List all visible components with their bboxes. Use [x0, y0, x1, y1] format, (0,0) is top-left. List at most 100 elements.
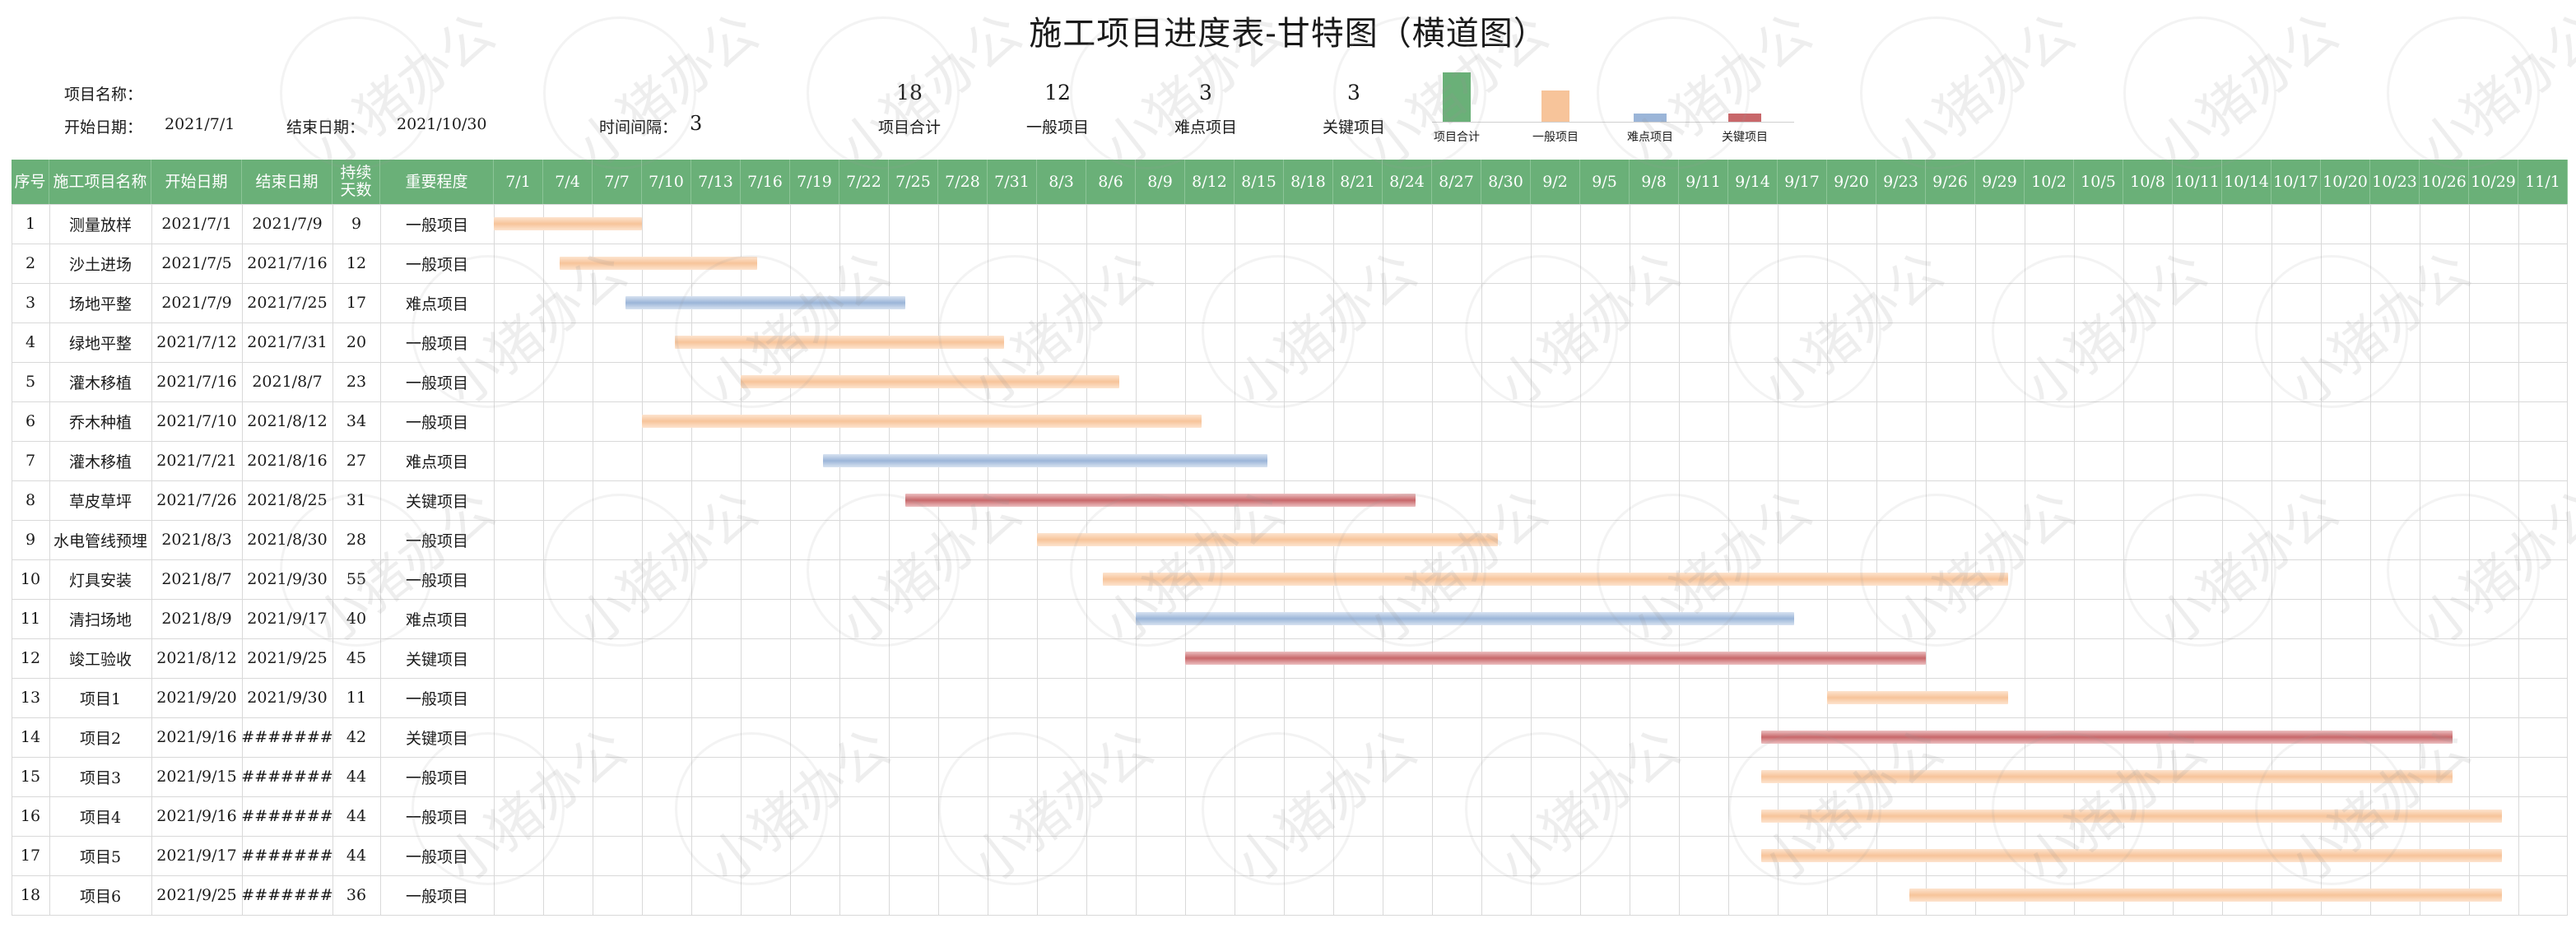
cell-start[interactable]: 2021/8/12 [156, 649, 237, 667]
cell-name[interactable]: 草皮草坪 [68, 492, 132, 511]
cell-start[interactable]: 2021/7/1 [161, 215, 232, 233]
cell-level[interactable]: 一般项目 [405, 255, 468, 274]
cell-days[interactable]: 44 [346, 847, 367, 865]
cell-level[interactable]: 一般项目 [405, 413, 468, 432]
cell-level[interactable]: 难点项目 [405, 452, 468, 471]
cell-end[interactable]: 2021/9/17 [247, 610, 328, 628]
cell-start[interactable]: 2021/9/20 [156, 689, 237, 707]
cell-no[interactable]: 16 [20, 807, 41, 825]
gantt-bar-key[interactable] [905, 494, 1416, 507]
cell-name[interactable]: 灌木移植 [68, 374, 132, 392]
cell-days[interactable]: 20 [346, 333, 367, 351]
cell-name[interactable]: 沙土进场 [68, 255, 132, 274]
interval-value[interactable]: 3 [690, 112, 703, 135]
cell-end[interactable]: 2021/7/9 [252, 215, 323, 233]
gantt-bar-general[interactable] [560, 257, 757, 270]
cell-start[interactable]: 2021/8/7 [161, 570, 232, 588]
cell-name[interactable]: 测量放样 [68, 216, 132, 234]
cell-days[interactable]: 36 [346, 886, 367, 904]
gantt-bar-general[interactable] [1761, 810, 2502, 823]
gantt-bar-difficult[interactable] [1136, 612, 1794, 625]
cell-days[interactable]: 44 [346, 768, 367, 786]
cell-end[interactable]: 2021/9/30 [247, 570, 328, 588]
cell-no[interactable]: 9 [25, 531, 36, 549]
cell-level[interactable]: 一般项目 [405, 768, 468, 787]
cell-start[interactable]: 2021/9/16 [156, 728, 237, 746]
cell-no[interactable]: 10 [20, 570, 41, 588]
gantt-bar-general[interactable] [675, 336, 1004, 349]
cell-end[interactable]: 2021/8/30 [247, 531, 328, 549]
cell-start[interactable]: 2021/7/12 [156, 333, 237, 351]
gantt-bar-general[interactable] [1761, 770, 2453, 783]
cell-level[interactable]: 一般项目 [405, 374, 468, 392]
cell-name[interactable]: 绿地平整 [68, 334, 132, 353]
cell-name[interactable]: 项目4 [79, 808, 122, 827]
cell-no[interactable]: 3 [25, 294, 36, 312]
cell-days[interactable]: 12 [346, 254, 367, 272]
cell-start[interactable]: 2021/8/3 [161, 531, 232, 549]
cell-level[interactable]: 一般项目 [405, 571, 468, 590]
cell-end[interactable]: 2021/9/30 [247, 689, 328, 707]
cell-no[interactable]: 5 [25, 373, 36, 391]
gantt-bar-general[interactable] [1827, 691, 2008, 704]
cell-no[interactable]: 6 [25, 412, 36, 430]
cell-start[interactable]: 2021/7/5 [161, 254, 232, 272]
cell-end[interactable]: ######### [242, 847, 332, 865]
gantt-bar-general[interactable] [1037, 533, 1498, 546]
cell-name[interactable]: 竣工验收 [68, 650, 132, 669]
cell-end[interactable]: ######### [242, 886, 332, 904]
cell-end[interactable]: 2021/7/31 [247, 333, 328, 351]
end-date-value[interactable]: 2021/10/30 [397, 115, 487, 133]
cell-name[interactable]: 项目6 [79, 887, 122, 906]
gantt-bar-general[interactable] [642, 415, 1202, 428]
cell-name[interactable]: 项目5 [79, 847, 122, 866]
cell-level[interactable]: 难点项目 [405, 295, 468, 313]
cell-end[interactable]: 2021/8/25 [247, 491, 328, 509]
cell-level[interactable]: 关键项目 [405, 650, 468, 669]
cell-no[interactable]: 1 [25, 215, 36, 233]
cell-start[interactable]: 2021/9/16 [156, 807, 237, 825]
gantt-bar-general[interactable] [1761, 849, 2502, 862]
gantt-bar-key[interactable] [1185, 652, 1926, 665]
cell-no[interactable]: 18 [20, 886, 41, 904]
cell-level[interactable]: 一般项目 [405, 531, 468, 550]
cell-start[interactable]: 2021/7/21 [156, 452, 237, 470]
cell-end[interactable]: 2021/9/25 [247, 649, 328, 667]
cell-name[interactable]: 乔木种植 [68, 413, 132, 432]
cell-level[interactable]: 一般项目 [405, 689, 468, 708]
cell-start[interactable]: 2021/9/17 [156, 847, 237, 865]
cell-days[interactable]: 23 [346, 373, 367, 391]
cell-days[interactable]: 55 [346, 570, 367, 588]
cell-name[interactable]: 灯具安装 [68, 571, 132, 590]
start-date-value[interactable]: 2021/7/1 [165, 115, 235, 133]
gantt-bar-difficult[interactable] [625, 296, 905, 309]
cell-level[interactable]: 一般项目 [405, 216, 468, 234]
cell-name[interactable]: 项目1 [79, 689, 122, 708]
cell-end[interactable]: 2021/7/16 [247, 254, 328, 272]
cell-start[interactable]: 2021/7/10 [156, 412, 237, 430]
cell-no[interactable]: 2 [25, 254, 36, 272]
cell-end[interactable]: 2021/8/7 [252, 373, 323, 391]
cell-start[interactable]: 2021/9/25 [156, 886, 237, 904]
cell-days[interactable]: 45 [346, 649, 367, 667]
cell-days[interactable]: 9 [351, 215, 362, 233]
cell-name[interactable]: 清扫场地 [68, 610, 132, 629]
gantt-bar-difficult[interactable] [823, 454, 1267, 467]
cell-days[interactable]: 17 [346, 294, 367, 312]
cell-end[interactable]: ######### [242, 807, 332, 825]
cell-name[interactable]: 项目3 [79, 768, 122, 787]
cell-end[interactable]: 2021/7/25 [247, 294, 328, 312]
cell-no[interactable]: 13 [20, 689, 41, 707]
cell-no[interactable]: 7 [25, 452, 36, 470]
gantt-bar-general[interactable] [741, 375, 1119, 388]
gantt-bar-general[interactable] [1103, 573, 2008, 586]
cell-level[interactable]: 关键项目 [405, 729, 468, 748]
cell-start[interactable]: 2021/8/9 [161, 610, 232, 628]
cell-no[interactable]: 8 [25, 491, 36, 509]
cell-level[interactable]: 一般项目 [405, 887, 468, 906]
cell-no[interactable]: 14 [20, 728, 41, 746]
cell-no[interactable]: 12 [20, 649, 41, 667]
cell-name[interactable]: 灌木移植 [68, 452, 132, 471]
cell-days[interactable]: 34 [346, 412, 367, 430]
cell-days[interactable]: 28 [346, 531, 367, 549]
